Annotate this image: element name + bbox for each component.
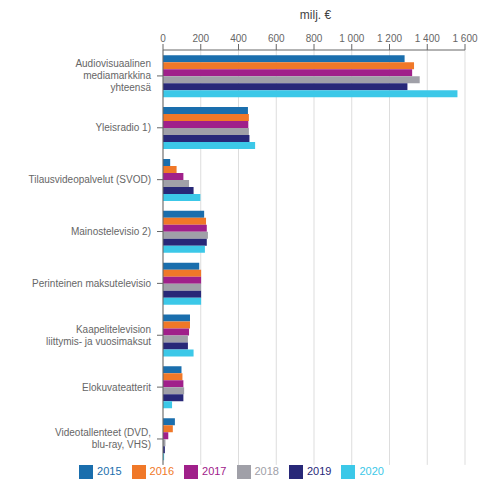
html-text:2017: 2017 <box>202 464 227 477</box>
svg-text:600: 600 <box>268 33 285 44</box>
svg-text:200: 200 <box>192 33 209 44</box>
html-text:milj. €: milj. € <box>299 8 332 22</box>
svg-text:800: 800 <box>306 33 323 44</box>
svg-text:1 600: 1 600 <box>452 33 477 44</box>
svg-text:Videotallenteet (DVD,blu-ray,: Videotallenteet (DVD,blu-ray, VHS) <box>55 427 151 450</box>
svg-text:400: 400 <box>230 33 247 44</box>
html-text:2018: 2018 <box>254 464 279 477</box>
svg-text:1 200: 1 200 <box>377 33 402 44</box>
svg-text:Mainostelevisio 2): Mainostelevisio 2) <box>71 226 151 237</box>
svg-text:Yleisradio 1): Yleisradio 1) <box>95 122 151 133</box>
html-text:2020: 2020 <box>359 464 384 477</box>
svg-text:Audiovisuaalinenmediamarkkinay: Audiovisuaalinenmediamarkkinayhteensä <box>75 58 151 93</box>
html-text:2016: 2016 <box>149 464 174 477</box>
html-text:2019: 2019 <box>307 464 332 477</box>
svg-text:1 000: 1 000 <box>339 33 364 44</box>
svg-text:0: 0 <box>160 33 166 44</box>
svg-text:1 400: 1 400 <box>415 33 440 44</box>
html-text:2015: 2015 <box>97 464 122 477</box>
svg-text:Perinteinen maksutelevisio: Perinteinen maksutelevisio <box>32 278 151 289</box>
svg-text:Elokuvateatterit: Elokuvateatterit <box>82 382 151 393</box>
svg-text:Tilausvideopalvelut (SVOD): Tilausvideopalvelut (SVOD) <box>29 174 151 185</box>
svg-text:Kaapelitelevisionliittymis- ja: Kaapelitelevisionliittymis- ja vuosimaks… <box>46 324 151 347</box>
